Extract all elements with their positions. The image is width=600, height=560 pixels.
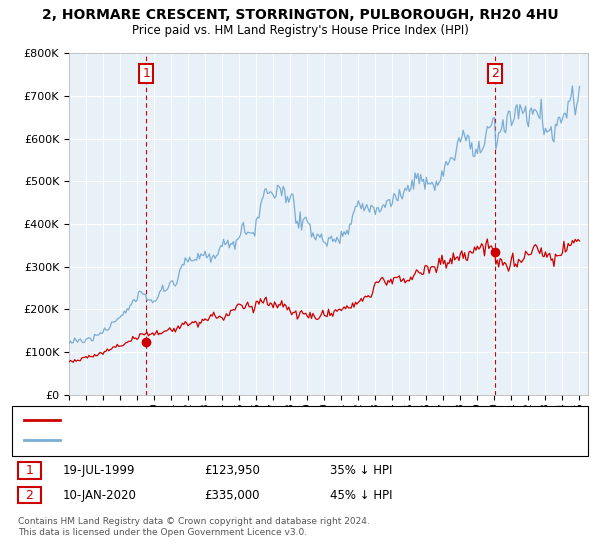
Text: 10-JAN-2020: 10-JAN-2020 (63, 488, 137, 502)
Text: 35% ↓ HPI: 35% ↓ HPI (330, 464, 392, 477)
Text: 2: 2 (491, 67, 499, 80)
Text: 19-JUL-1999: 19-JUL-1999 (63, 464, 136, 477)
Text: 2, HORMARE CRESCENT, STORRINGTON, PULBOROUGH, RH20 4HU (detached house): 2, HORMARE CRESCENT, STORRINGTON, PULBOR… (69, 415, 511, 425)
Text: 1: 1 (142, 67, 150, 80)
Text: £123,950: £123,950 (204, 464, 260, 477)
Text: £335,000: £335,000 (204, 488, 260, 502)
Text: 45% ↓ HPI: 45% ↓ HPI (330, 488, 392, 502)
Text: Contains HM Land Registry data © Crown copyright and database right 2024.
This d: Contains HM Land Registry data © Crown c… (18, 517, 370, 537)
Text: 2, HORMARE CRESCENT, STORRINGTON, PULBOROUGH, RH20 4HU: 2, HORMARE CRESCENT, STORRINGTON, PULBOR… (41, 8, 559, 22)
Text: 2: 2 (25, 488, 34, 502)
Text: 1: 1 (25, 464, 34, 477)
Text: Price paid vs. HM Land Registry's House Price Index (HPI): Price paid vs. HM Land Registry's House … (131, 24, 469, 36)
Text: HPI: Average price, detached house, Horsham: HPI: Average price, detached house, Hors… (69, 435, 309, 445)
